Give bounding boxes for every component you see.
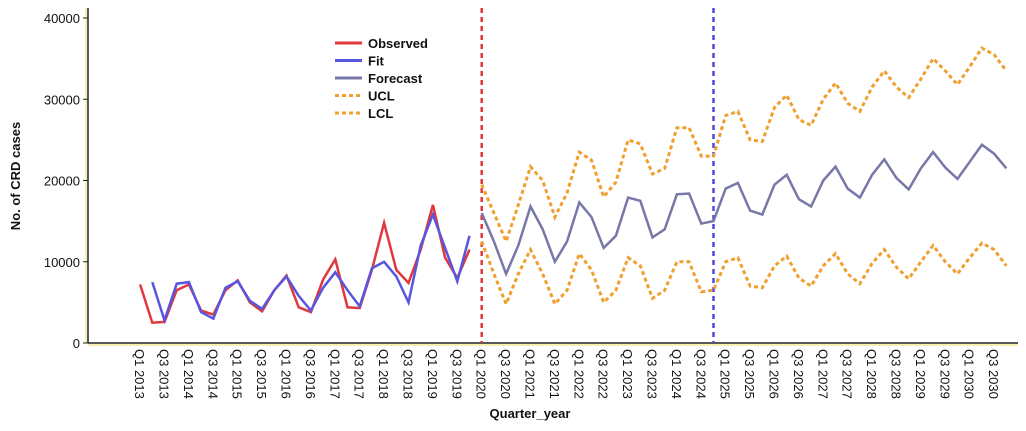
x-tick-label: Q1 2016	[279, 349, 294, 399]
x-tick-label: Q3 2018	[401, 349, 416, 399]
x-tick-label: Q3 2016	[303, 349, 318, 399]
series-line	[480, 46, 1008, 246]
y-tick-label: 40000	[44, 11, 80, 26]
x-tick-label: Q1 2014	[181, 349, 196, 399]
x-tick-label: Q3 2025	[742, 349, 757, 399]
x-axis-title: Quarter_year	[490, 406, 571, 421]
x-tick-label: Q3 2029	[937, 349, 952, 399]
y-tick-label: 0	[73, 336, 80, 351]
legend-label: LCL	[368, 106, 393, 121]
x-tick-label: Q1 2015	[230, 349, 245, 399]
y-tick-label: 30000	[44, 92, 80, 107]
x-tick-label: Q1 2019	[425, 349, 440, 399]
x-tick-label: Q3 2024	[693, 349, 708, 399]
x-tick-label: Q1 2028	[864, 349, 879, 399]
legend-label: Forecast	[368, 71, 423, 86]
x-tick-label: Q1 2021	[523, 349, 538, 399]
x-tick-label: Q1 2025	[718, 349, 733, 399]
x-tick-label: Q3 2020	[498, 349, 513, 399]
x-tick-label: Q1 2027	[815, 349, 830, 399]
series-line	[480, 143, 1008, 278]
series-line	[151, 211, 471, 325]
y-axis-title: No. of CRD cases	[8, 122, 23, 230]
x-tick-label: Q1 2023	[620, 349, 635, 399]
x-tick-label: Q1 2030	[962, 349, 977, 399]
x-tick-label: Q1 2029	[913, 349, 928, 399]
x-tick-label: Q3 2026	[791, 349, 806, 399]
x-tick-label: Q3 2019	[449, 349, 464, 399]
x-tick-label: Q3 2021	[547, 349, 562, 399]
x-tick-label: Q3 2017	[352, 349, 367, 399]
x-tick-label: Q3 2023	[645, 349, 660, 399]
y-tick-label: 20000	[44, 174, 80, 189]
x-tick-label: Q3 2022	[596, 349, 611, 399]
legend-label: Fit	[368, 54, 385, 69]
series-line	[480, 240, 1008, 308]
x-tick-label: Q3 2028	[889, 349, 904, 399]
x-tick-label: Q1 2024	[669, 349, 684, 399]
x-tick-label: Q1 2013	[132, 349, 147, 399]
x-tick-label: Q3 2030	[986, 349, 1001, 399]
x-tick-label: Q1 2020	[474, 349, 489, 399]
y-tick-label: 10000	[44, 255, 80, 270]
x-tick-label: Q1 2017	[327, 349, 342, 399]
legend-label: UCL	[368, 89, 395, 104]
x-tick-label: Q3 2014	[205, 349, 220, 399]
x-tick-label: Q1 2018	[376, 349, 391, 399]
legend-label: Observed	[368, 36, 428, 51]
x-tick-label: Q3 2013	[157, 349, 172, 399]
x-tick-label: Q3 2027	[840, 349, 855, 399]
x-tick-label: Q1 2026	[767, 349, 782, 399]
x-tick-label: Q1 2022	[571, 349, 586, 399]
x-tick-label: Q3 2015	[254, 349, 269, 399]
